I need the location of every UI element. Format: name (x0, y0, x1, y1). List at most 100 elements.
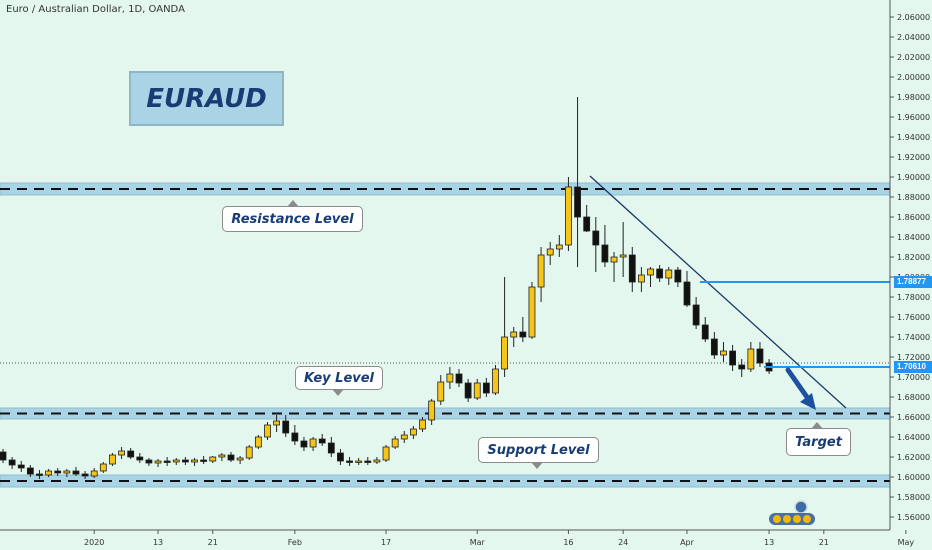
candle[interactable] (318, 438, 326, 444)
candle[interactable] (473, 382, 481, 399)
candle[interactable] (245, 446, 253, 459)
support-level-callout[interactable]: Support Level (478, 437, 599, 469)
candle[interactable] (0, 451, 7, 461)
candle[interactable] (665, 269, 673, 279)
candle[interactable] (601, 244, 609, 263)
time-tick-label: 13 (153, 538, 163, 547)
candle[interactable] (701, 324, 709, 340)
candle[interactable] (200, 459, 208, 462)
drawings[interactable] (589, 175, 890, 410)
candle[interactable] (273, 420, 281, 426)
candle[interactable] (492, 368, 499, 394)
candle[interactable] (592, 230, 600, 246)
candle[interactable] (674, 269, 682, 283)
candle[interactable] (382, 446, 390, 461)
candle[interactable] (45, 470, 52, 476)
candle[interactable] (36, 473, 43, 476)
candle[interactable] (236, 457, 244, 461)
candle[interactable] (482, 382, 490, 394)
candle[interactable] (638, 274, 645, 283)
candle[interactable] (400, 434, 408, 440)
candle[interactable] (546, 248, 554, 256)
time-axis[interactable]: 2020 13 21 Feb 17 Mar 16 24 Apr 13 21 May (0, 529, 914, 547)
candle[interactable] (264, 424, 271, 438)
candle[interactable] (519, 331, 527, 338)
candle[interactable] (710, 338, 718, 356)
candle[interactable] (154, 460, 162, 464)
candle[interactable] (510, 331, 518, 338)
resistance-level-callout[interactable]: Resistance Level (222, 200, 363, 232)
candle[interactable] (99, 463, 107, 472)
price-tag-current[interactable]: 1.70610 (894, 361, 932, 373)
candle[interactable] (464, 382, 472, 399)
candle[interactable] (300, 440, 308, 448)
candle[interactable] (254, 436, 262, 448)
candle[interactable] (647, 268, 654, 276)
candle[interactable] (747, 348, 755, 370)
candle[interactable] (17, 464, 25, 469)
candle[interactable] (692, 304, 700, 326)
candle[interactable] (555, 244, 563, 250)
candle[interactable] (63, 470, 71, 474)
candle[interactable] (163, 460, 171, 463)
candle[interactable] (610, 256, 618, 263)
target-callout[interactable]: Target (786, 422, 851, 456)
candle[interactable] (628, 254, 636, 283)
candle[interactable] (528, 286, 536, 338)
callout-pointer (287, 200, 299, 207)
candle[interactable] (683, 281, 691, 306)
candle[interactable] (619, 254, 627, 258)
candle[interactable] (428, 400, 436, 421)
candle[interactable] (756, 348, 764, 364)
candle[interactable] (391, 438, 399, 448)
candle[interactable] (355, 460, 363, 463)
candle[interactable] (364, 460, 372, 463)
candles[interactable] (0, 97, 773, 479)
candle[interactable] (118, 450, 125, 456)
candle[interactable] (409, 428, 417, 436)
descending-trendline[interactable] (589, 175, 847, 409)
price-tag-level[interactable]: 1.78877 (894, 276, 932, 288)
candle[interactable] (446, 373, 454, 383)
candle[interactable] (26, 467, 34, 475)
candle[interactable] (8, 459, 16, 466)
candle[interactable] (127, 450, 135, 458)
candle[interactable] (291, 432, 299, 442)
candle[interactable] (81, 473, 89, 477)
price-axis[interactable]: 2.06000 2.04000 2.02000 2.00000 1.98000 1.960… (889, 0, 932, 550)
candle[interactable] (309, 438, 317, 448)
candle[interactable] (373, 459, 381, 463)
candle[interactable] (346, 460, 353, 463)
candle[interactable] (574, 186, 581, 218)
price-tick-label: 2.04000 (897, 33, 930, 42)
candle[interactable] (729, 350, 736, 366)
candle[interactable] (282, 420, 290, 434)
candle[interactable] (109, 454, 116, 465)
candle[interactable] (656, 268, 664, 279)
candle[interactable] (72, 470, 80, 475)
candle[interactable] (455, 373, 463, 384)
candle[interactable] (209, 456, 217, 462)
tradingview-logo-icon[interactable] (767, 500, 817, 528)
candle[interactable] (191, 459, 198, 463)
candle[interactable] (218, 454, 226, 458)
candle[interactable] (720, 350, 727, 356)
candle[interactable] (145, 459, 153, 464)
candle[interactable] (537, 254, 545, 288)
candle[interactable] (565, 186, 572, 246)
candle[interactable] (337, 452, 344, 462)
candle[interactable] (54, 470, 62, 474)
candle[interactable] (501, 336, 509, 370)
candle[interactable] (172, 459, 180, 463)
key-level-callout[interactable]: Key Level (295, 366, 383, 396)
candle[interactable] (419, 419, 426, 430)
candle[interactable] (90, 470, 98, 477)
candle[interactable] (583, 216, 591, 232)
candle[interactable] (437, 381, 445, 402)
candle[interactable] (227, 454, 235, 461)
candle[interactable] (738, 364, 746, 370)
candle[interactable] (181, 459, 189, 463)
candle[interactable] (136, 456, 144, 461)
symbol-label-box[interactable]: EURAUD (129, 71, 284, 126)
candle[interactable] (327, 442, 335, 454)
